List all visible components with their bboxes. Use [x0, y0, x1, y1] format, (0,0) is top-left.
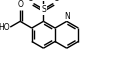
Text: O: O [17, 0, 23, 9]
Text: O: O [27, 0, 33, 3]
Text: S: S [41, 5, 46, 14]
Text: HO: HO [0, 23, 10, 32]
Text: N: N [64, 12, 70, 21]
Text: O: O [54, 0, 60, 3]
